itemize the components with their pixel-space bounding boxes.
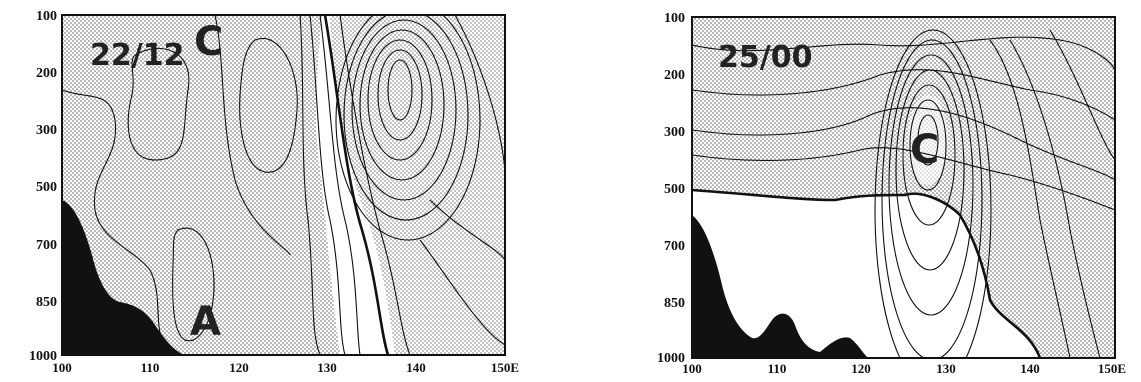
left-y-tick-500: 500 <box>36 180 57 195</box>
left-contour-1 <box>127 47 190 161</box>
right-y-tick-100: 100 <box>664 11 685 26</box>
left-x-tick-110: 110 <box>141 360 160 375</box>
left-stipple-region-2 <box>325 15 505 355</box>
left-x-tick-120: 120 <box>229 360 249 375</box>
left-contour-7 <box>309 15 346 355</box>
left-panel-label: 22/12 <box>90 38 184 73</box>
left-contour-5 <box>214 15 291 256</box>
right-panel-label: 25/00 <box>718 40 812 75</box>
right-y-tick-500: 500 <box>664 182 685 197</box>
right-x-tick-110: 110 <box>768 361 787 376</box>
right-y-tick-850: 850 <box>664 296 685 311</box>
left-y-tick-300: 300 <box>36 123 57 138</box>
left-contour-3 <box>172 227 215 342</box>
right-x-tick-120: 120 <box>851 361 871 376</box>
left-jet-core <box>335 15 505 346</box>
right-y-tick-1000: 1000 <box>657 351 685 366</box>
left-panel: 22/12 C A 100 200 300 500 700 850 1000 1… <box>29 9 519 375</box>
left-x-tick-140: 140 <box>406 360 426 375</box>
right-y-tick-200: 200 <box>664 68 685 83</box>
right-contour-1 <box>692 36 1115 71</box>
left-contour-9 <box>323 15 390 355</box>
left-stipple-region <box>62 15 340 355</box>
left-contour-8 <box>319 15 361 355</box>
left-x-tick-150: 150E <box>491 360 519 375</box>
left-terrain <box>62 200 185 355</box>
left-x-ticks: 100 110 120 130 140 150E <box>52 360 519 375</box>
right-center-label-c: C <box>910 127 939 173</box>
left-contour-6 <box>299 15 321 355</box>
right-y-tick-700: 700 <box>664 239 685 254</box>
left-contour-2 <box>239 37 298 173</box>
left-contour-10 <box>339 15 411 355</box>
left-y-tick-850: 850 <box>36 295 57 310</box>
right-x-ticks: 100 110 120 130 140 150E <box>682 361 1126 376</box>
right-jet-core <box>874 29 1115 358</box>
left-center-label-c: C <box>194 19 223 65</box>
left-y-tick-100: 100 <box>36 9 57 24</box>
right-contour-3 <box>692 107 1115 181</box>
right-x-tick-100: 100 <box>682 361 702 376</box>
left-x-tick-100: 100 <box>52 360 72 375</box>
left-axes-frame <box>61 14 506 356</box>
right-core-highlight <box>908 95 948 185</box>
left-contour-4 <box>62 89 171 355</box>
right-y-ticks: 100 200 300 500 700 850 1000 <box>657 11 685 366</box>
right-panel: 25/00 C 100 200 300 500 700 850 1000 100… <box>657 11 1126 376</box>
right-stipple-region <box>692 17 1115 358</box>
right-x-tick-130: 130 <box>936 361 956 376</box>
right-y-tick-300: 300 <box>664 125 685 140</box>
left-y-tick-700: 700 <box>36 238 57 253</box>
left-x-tick-130: 130 <box>317 360 337 375</box>
right-contour-4 <box>692 147 1115 211</box>
right-x-tick-140: 140 <box>1020 361 1040 376</box>
right-axes-frame <box>691 16 1116 359</box>
left-center-label-a: A <box>190 299 221 345</box>
right-terrain <box>692 215 868 358</box>
left-y-tick-1000: 1000 <box>29 349 57 364</box>
left-y-tick-200: 200 <box>36 66 57 81</box>
right-x-tick-150: 150E <box>1098 361 1126 376</box>
left-y-ticks: 100 200 300 500 700 850 1000 <box>29 9 57 364</box>
right-contour-thick-500 <box>692 188 1042 358</box>
